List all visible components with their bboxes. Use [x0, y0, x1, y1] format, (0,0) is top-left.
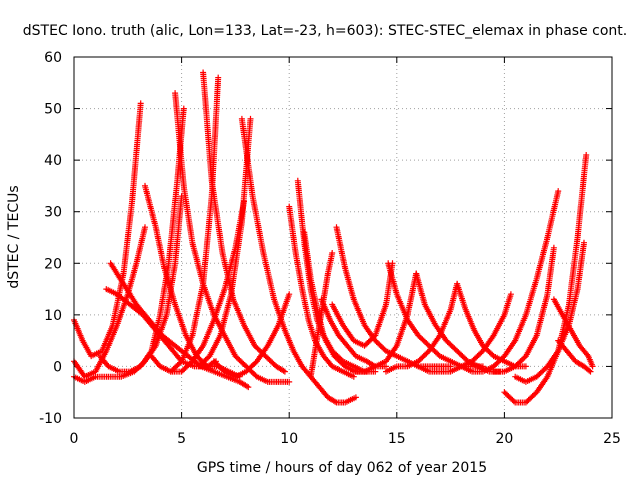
- y-tick-label: 0: [53, 359, 62, 375]
- series-arc-6: [107, 260, 252, 391]
- y-tick-label: 60: [44, 50, 62, 66]
- x-tick-label: 15: [388, 431, 406, 447]
- x-tick-label: 25: [603, 431, 621, 447]
- marker-trace: [329, 260, 396, 349]
- series-arc-16: [294, 177, 370, 375]
- series-arc-14: [238, 115, 359, 406]
- series-arc-19: [318, 296, 389, 370]
- series-arc-1: [71, 100, 144, 360]
- data-marks: [71, 69, 596, 406]
- chart-title: dSTEC Iono. truth (alic, Lon=133, Lat=-2…: [23, 23, 627, 39]
- marker-trace: [71, 100, 144, 360]
- series-arc-32: [550, 296, 596, 370]
- series-arc-29: [490, 244, 557, 375]
- series-arc-23: [350, 270, 420, 375]
- series-arc-21: [329, 260, 396, 349]
- marker-trace: [458, 188, 562, 375]
- x-tick-label: 10: [280, 431, 298, 447]
- series-arc-12: [195, 115, 254, 370]
- series-arc-28: [458, 188, 562, 375]
- x-tick-label: 0: [70, 431, 79, 447]
- series-arc-4: [96, 105, 187, 375]
- marker-trace: [550, 296, 596, 370]
- y-tick-label: 10: [44, 308, 62, 324]
- x-tick-label: 20: [495, 431, 513, 447]
- marker-trace: [195, 115, 254, 370]
- y-axis-label: dSTEC / TECUs: [6, 185, 22, 288]
- series-arc-15: [286, 203, 357, 380]
- marker-trace: [350, 270, 420, 375]
- series-arc-25: [383, 280, 461, 375]
- marker-trace: [107, 260, 252, 391]
- y-tick-label: 20: [44, 256, 62, 272]
- y-tick-label: 50: [44, 102, 62, 118]
- y-tick-label: -10: [39, 411, 62, 427]
- marker-trace: [238, 115, 359, 406]
- marker-trace: [318, 296, 389, 370]
- marker-trace: [383, 280, 461, 375]
- y-tick-label: 30: [44, 205, 62, 221]
- marker-trace: [490, 244, 557, 375]
- x-axis-label: GPS time / hours of day 062 of year 2015: [197, 460, 487, 476]
- marker-trace: [512, 239, 587, 385]
- y-tick-label: 40: [44, 153, 62, 169]
- axis-ticks: 0 5 10 15 20 25 -10 0 10 20 30 40 50 60: [39, 50, 621, 447]
- x-tick-label: 5: [177, 431, 186, 447]
- marker-trace: [294, 177, 370, 375]
- series-arc-33: [555, 337, 594, 375]
- marker-trace: [555, 337, 594, 375]
- series-arc-31: [512, 239, 587, 385]
- marker-trace: [286, 203, 357, 380]
- plot-frame: [73, 56, 613, 419]
- marker-trace: [96, 105, 187, 375]
